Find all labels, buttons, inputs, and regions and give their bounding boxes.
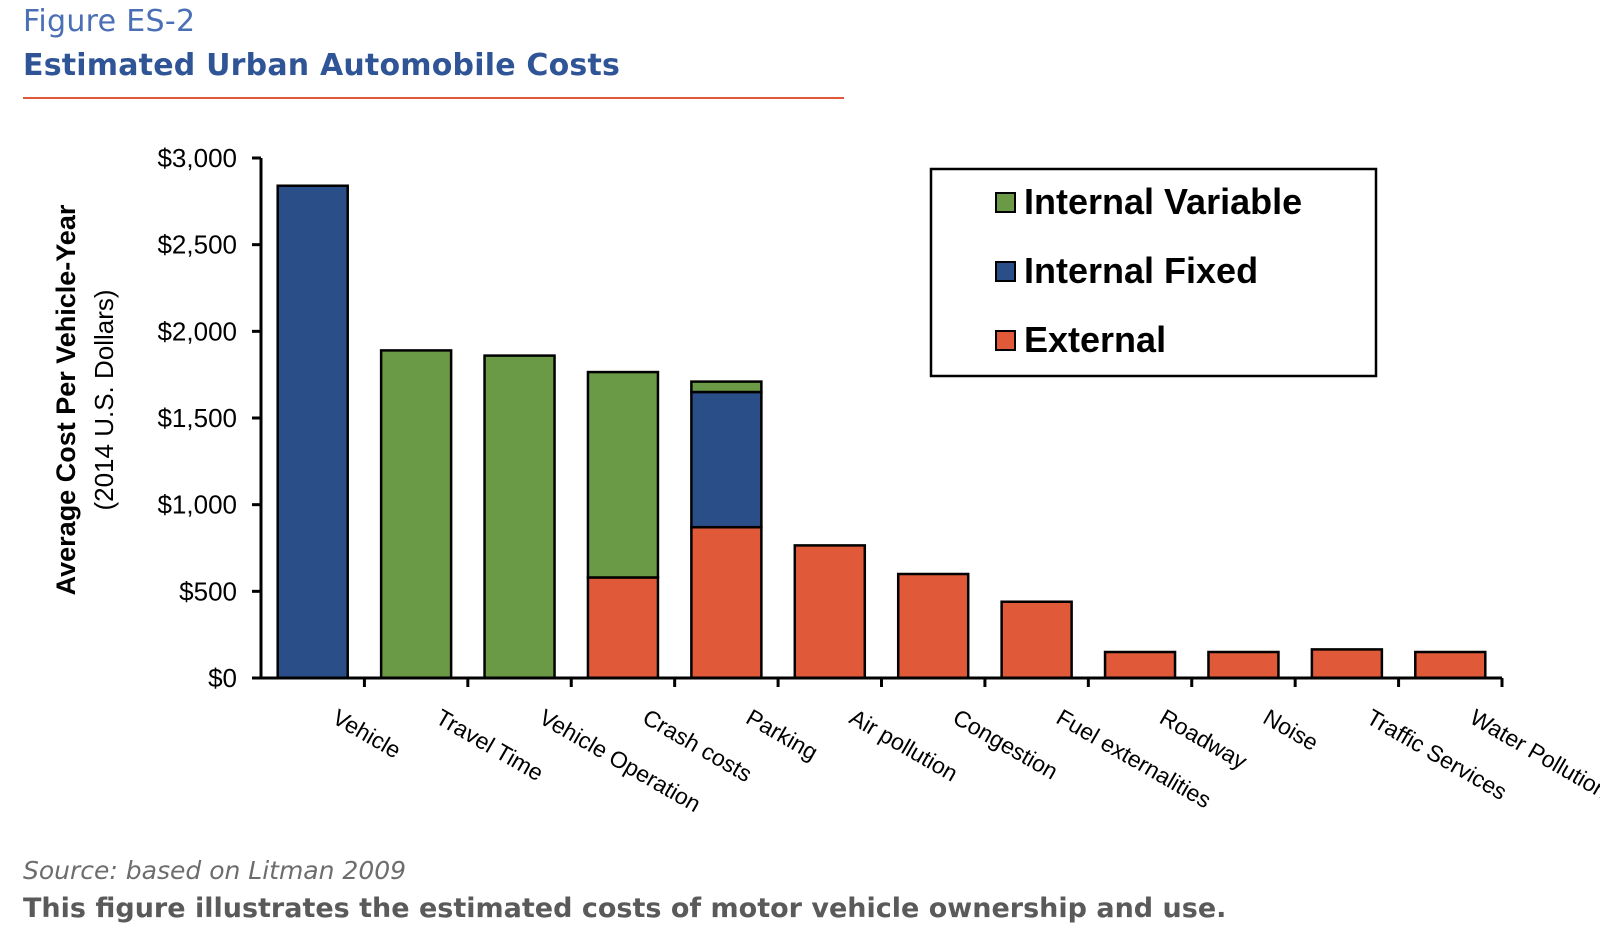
x-tick-label: Vehicle [328, 704, 405, 764]
y-tick-label: $500 [179, 576, 237, 606]
legend-label: Internal Variable [1024, 181, 1302, 222]
figure-caption: This figure illustrates the estimated co… [23, 893, 1227, 924]
title-rule [23, 97, 844, 99]
bars-group [276, 184, 1487, 680]
axes-group [252, 156, 1504, 687]
source-note: Source: based on Litman 2009 [23, 856, 407, 885]
y-tick-label: $1,500 [157, 403, 237, 433]
figure-label: Figure ES-2 [23, 4, 196, 39]
bar-segment-external [1207, 650, 1280, 680]
y-tick-label: $1,000 [157, 490, 237, 520]
bar-segment-internal-variable [690, 380, 763, 394]
bar-segment-internal-variable [483, 354, 556, 680]
legend: Internal Variable Internal Fixed External [929, 167, 1378, 378]
bar-segment-external [690, 525, 763, 680]
x-tick-label: Air pollution [845, 704, 962, 787]
bar-segment-internal-fixed [690, 390, 763, 529]
x-tick-label: Congestion [949, 704, 1063, 785]
y-tick-label: $2,000 [157, 316, 237, 346]
bar-segment-external [1103, 650, 1177, 680]
bar-segment-external [586, 576, 660, 680]
bar-segment-external [1414, 650, 1487, 680]
x-tick-label: Noise [1259, 704, 1323, 756]
y-axis-sublabel: (2014 U.S. Dollars) [89, 289, 119, 510]
bar-segment-external [793, 544, 867, 680]
y-tick-labels: $0 $500 $1,000 $1,500 $2,000 $2,500 $3,000 [157, 143, 237, 693]
y-axis-title: Average Cost Per Vehicle-Year (2014 U.S.… [51, 204, 119, 595]
y-axis-label: Average Cost Per Vehicle-Year [51, 204, 81, 595]
x-tick-label: Travel Time [432, 704, 548, 786]
y-tick-label: $2,500 [157, 230, 237, 260]
bar-segment-internal-variable [379, 349, 453, 680]
legend-label: Internal Fixed [1024, 250, 1258, 291]
bar-chart: Average Cost Per Vehicle-Year (2014 U.S.… [51, 143, 1600, 817]
legend-swatch [995, 261, 1016, 282]
y-tick-label: $3,000 [157, 143, 237, 173]
bar-segment-internal-variable [586, 370, 660, 579]
legend-swatch [995, 330, 1016, 351]
x-tick-label: Parking [742, 704, 823, 766]
bar-segment-external [1000, 600, 1073, 680]
figure-title: Estimated Urban Automobile Costs [23, 48, 621, 83]
y-tick-label: $0 [208, 663, 237, 693]
bar-segment-external [1310, 648, 1384, 680]
bar-segment-external [896, 572, 970, 680]
legend-label: External [1024, 319, 1166, 360]
bar-segment-internal-fixed [276, 184, 349, 680]
legend-swatch [995, 192, 1016, 213]
